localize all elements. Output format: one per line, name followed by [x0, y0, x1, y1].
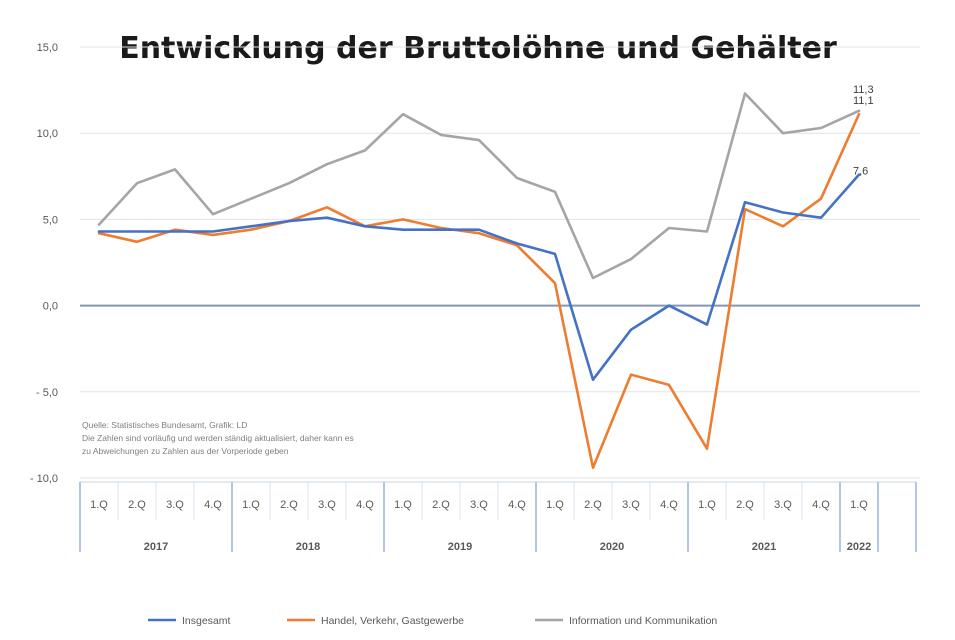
grid-lines [80, 46, 920, 479]
series-lines [97, 92, 861, 470]
y-tick-label: - 10,0 [30, 473, 58, 485]
data-label: 7,6 [853, 166, 868, 178]
year-label: 2020 [600, 541, 624, 553]
category-label: 3.Q [774, 499, 792, 511]
data-label: 11,3 [853, 84, 874, 96]
legend-label: Handel, Verkehr, Gastgewerbe [321, 615, 464, 627]
category-label: 3.Q [470, 499, 488, 511]
annotation-line: Die Zahlen sind vorläufig und werden stä… [82, 433, 354, 443]
annotation-line: zu Abweichungen zu Zahlen aus der Vorper… [82, 446, 289, 456]
y-axis-ticks: 15,0 10,0 5,0 0,0 - 5,0 - 10,0 [30, 42, 58, 485]
series-line [97, 173, 861, 382]
chart-title: Entwicklung der Bruttolöhne und Gehälter [119, 31, 837, 66]
year-label: 2018 [296, 541, 320, 553]
category-label: 2.Q [736, 499, 754, 511]
source-annotation: Quelle: Statistisches Bundesamt, Grafik:… [82, 420, 354, 456]
annotation-line: Quelle: Statistisches Bundesamt, Grafik:… [82, 420, 247, 430]
y-tick-label: 0,0 [43, 301, 58, 313]
category-label: 4.Q [356, 499, 374, 511]
category-label: 3.Q [166, 499, 184, 511]
category-label: 1.Q [850, 499, 868, 511]
data-labels: 7,6 11,111,3 [853, 84, 874, 178]
legend-label: Insgesamt [182, 615, 231, 627]
series-line [97, 112, 861, 470]
category-label: 1.Q [546, 499, 564, 511]
category-label: 4.Q [204, 499, 222, 511]
category-label: 4.Q [812, 499, 830, 511]
year-label: 2019 [448, 541, 472, 553]
category-label: 1.Q [242, 499, 260, 511]
category-label: 3.Q [318, 499, 336, 511]
category-label: 1.Q [90, 499, 108, 511]
category-label: 2.Q [432, 499, 450, 511]
data-label: 11,1 [853, 95, 874, 107]
y-tick-label: 15,0 [37, 42, 58, 54]
category-label: 4.Q [508, 499, 526, 511]
legend-label: Information und Kommunikation [569, 615, 717, 627]
category-label: 3.Q [622, 499, 640, 511]
category-label: 2.Q [128, 499, 146, 511]
year-label: 2017 [144, 541, 168, 553]
category-label: 2.Q [280, 499, 298, 511]
year-label: 2022 [847, 541, 871, 553]
y-tick-label: 10,0 [37, 128, 58, 140]
category-label: 4.Q [660, 499, 678, 511]
y-tick-label: - 5,0 [36, 387, 58, 399]
series-line [97, 92, 861, 280]
category-label: 1.Q [698, 499, 716, 511]
y-tick-label: 5,0 [43, 214, 58, 226]
category-label: 1.Q [394, 499, 412, 511]
legend: Insgesamt Handel, Verkehr, Gastgewerbe Inf… [148, 615, 717, 627]
x-axis: 1.Q 2.Q 3.Q 4.Q 1.Q 2.Q 3.Q 4.Q 1.Q 2.Q 3.Q 4.Q 1.Q 2… [79, 481, 917, 553]
category-label: 2.Q [584, 499, 602, 511]
year-label: 2021 [752, 541, 776, 553]
